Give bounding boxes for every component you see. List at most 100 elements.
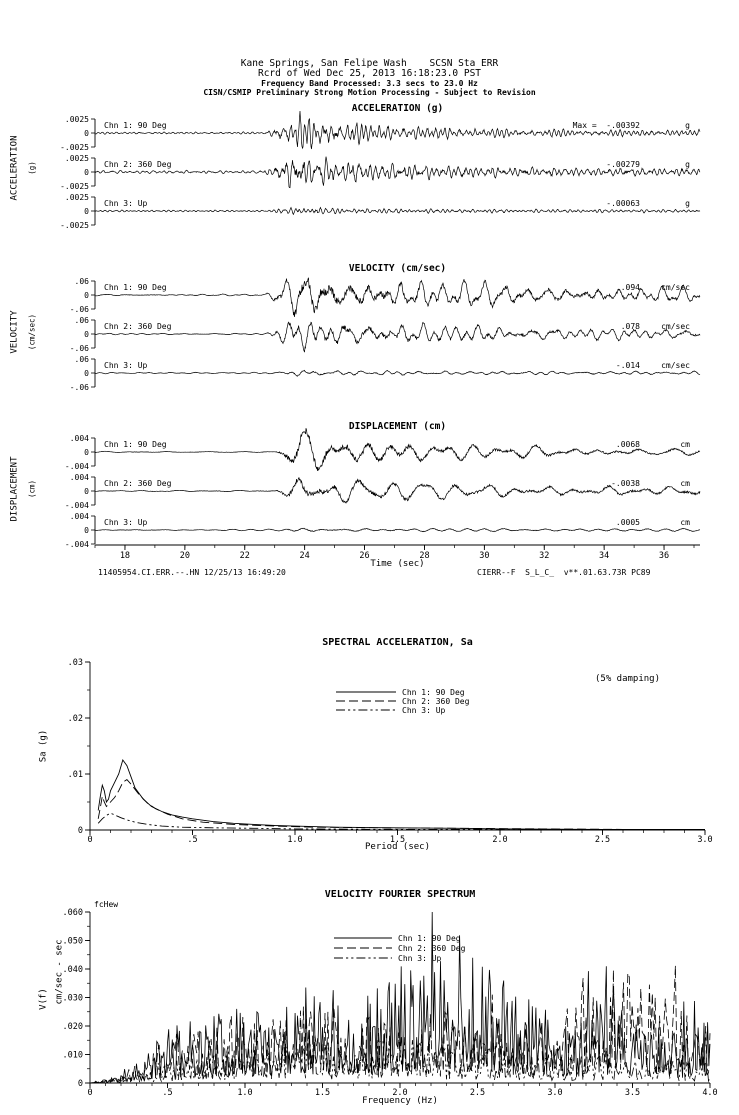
x-tick-label: 3.0 [547, 1088, 562, 1098]
fourier-series-3 [89, 1039, 711, 1084]
time-tick-label: 18 [120, 551, 130, 561]
time-tick-label: 32 [539, 551, 549, 561]
acceleration-side-units: (g) [27, 161, 37, 175]
peak-value-label: .0005 [616, 518, 640, 527]
channel-label: Chn 2: 360 Deg [104, 479, 172, 488]
x-tick-label: 2.0 [392, 1088, 407, 1098]
trace-y-tick-label: .004 [70, 473, 89, 482]
time-tick-label: 36 [659, 551, 669, 561]
peak-unit-label: g [685, 121, 690, 130]
x-tick-label: 2.5 [470, 1088, 485, 1098]
sa-series-2 [97, 779, 705, 830]
trace-y-tick-label: -.06 [70, 344, 89, 353]
peak-value-label: -.00063 [606, 199, 640, 208]
trace-y-tick-label: -.004 [65, 540, 89, 549]
y-tick-label: .03 [68, 658, 83, 668]
sa-series-3 [97, 812, 706, 831]
peak-value-label: .078 [621, 322, 640, 331]
x-tick-label: 3.5 [625, 1088, 640, 1098]
trace-y-tick-label: 0 [84, 207, 89, 216]
waveform-trace-p2-c1 [94, 277, 701, 318]
fourier-series-2 [89, 965, 711, 1084]
trace-y-tick-label: 0 [84, 448, 89, 457]
channel-label: Chn 3: Up [104, 361, 148, 370]
trace-y-tick-label: 0 [84, 487, 89, 496]
waveform-trace-p2-c2 [94, 321, 701, 353]
peak-unit-label: cm/sec [661, 322, 690, 331]
trace-y-tick-label: -.0025 [60, 221, 89, 230]
trace-y-tick-label: 0 [84, 369, 89, 378]
trace-y-tick-label: 0 [84, 291, 89, 300]
velocity-panel-title: VELOCITY (cm/sec) [348, 263, 447, 274]
y-tick-label: 0 [78, 1079, 83, 1089]
channel-label: Chn 1: 90 Deg [104, 283, 167, 292]
peak-value-label: .094 [621, 283, 640, 292]
trace-y-tick-label: -.004 [65, 501, 89, 510]
trace-y-tick-label: .0025 [65, 193, 89, 202]
y-tick-label: 0 [78, 826, 83, 836]
y-tick-label: .060 [63, 908, 83, 918]
x-tick-label: 2.0 [492, 835, 507, 845]
x-tick-label: 1.5 [390, 835, 405, 845]
peak-unit-label: cm [680, 479, 690, 488]
peak-unit-label: g [685, 199, 690, 208]
waveform-trace-p1-c3 [94, 206, 701, 216]
x-tick-label: 3.0 [697, 835, 712, 845]
fourier-y-axis-label: V(f) [38, 988, 49, 1010]
fourier-corner-note: fcHew [94, 900, 119, 909]
peak-value-label: -.00279 [606, 160, 640, 169]
trace-y-tick-label: -.0025 [60, 182, 89, 191]
peak-unit-label: cm/sec [661, 361, 690, 370]
time-tick-label: 20 [180, 551, 190, 561]
time-tick-label: 28 [419, 551, 429, 561]
y-tick-label: .030 [63, 994, 83, 1004]
trace-y-tick-label: .06 [75, 316, 90, 325]
trace-y-tick-label: .0025 [65, 154, 89, 163]
time-tick-label: 30 [479, 551, 489, 561]
x-tick-label: 4.0 [702, 1088, 717, 1098]
trace-y-tick-label: 0 [84, 129, 89, 138]
peak-value-label: -.014 [616, 361, 640, 370]
sa-y-axis-label: Sa (g) [38, 729, 49, 763]
time-tick-label: 26 [359, 551, 369, 561]
trace-y-tick-label: -.004 [65, 462, 89, 471]
trace-y-tick-label: 0 [84, 168, 89, 177]
trace-y-tick-label: .004 [70, 512, 89, 521]
channel-label: Chn 3: Up [104, 199, 148, 208]
peak-unit-label: g [685, 160, 690, 169]
peak-value-label: Max = -.00392 [573, 121, 641, 130]
peak-value-label: .0068 [616, 440, 640, 449]
peak-value-label: -.0038 [611, 479, 640, 488]
time-tick-label: 24 [300, 551, 310, 561]
velocity-side-units: (cm/sec) [27, 313, 37, 351]
legend-label-2: Chn 2: 360 Deg [402, 697, 470, 706]
displacement-panel-title: DISPLACEMENT (cm) [348, 421, 447, 432]
time-tick-label: 22 [240, 551, 250, 561]
x-tick-label: .5 [187, 835, 197, 845]
y-tick-label: .010 [63, 1051, 83, 1061]
damping-note: (5% damping) [595, 674, 661, 684]
peak-unit-label: cm [680, 440, 690, 449]
y-tick-label: .020 [63, 1022, 83, 1032]
y-tick-label: .050 [63, 937, 83, 947]
velocity-side-label: VELOCITY [9, 310, 20, 354]
trace-y-tick-label: .06 [75, 355, 90, 364]
trace-y-tick-label: .004 [70, 434, 89, 443]
x-tick-label: 1.0 [237, 1088, 252, 1098]
channel-label: Chn 1: 90 Deg [104, 440, 167, 449]
waveform-trace-p1-c1 [94, 110, 701, 150]
x-tick-label: .5 [162, 1088, 172, 1098]
legend-label-1: Chn 1: 90 Deg [402, 688, 465, 697]
x-tick-label: 1.0 [287, 835, 302, 845]
x-tick-label: 0 [87, 835, 92, 845]
trace-y-tick-label: -.0025 [60, 143, 89, 152]
waveform-trace-p1-c2 [94, 156, 701, 189]
peak-unit-label: cm/sec [661, 283, 690, 292]
acceleration-panel-title: ACCELERATION (g) [351, 103, 444, 114]
processing-code-footer: CIERR--F S_L_C_ v**.01.63.73R PC89 [477, 568, 651, 577]
sa-series-1 [97, 758, 705, 830]
displacement-side-label: DISPLACEMENT [9, 456, 20, 522]
sa-title: SPECTRAL ACCELERATION, Sa [322, 637, 473, 648]
